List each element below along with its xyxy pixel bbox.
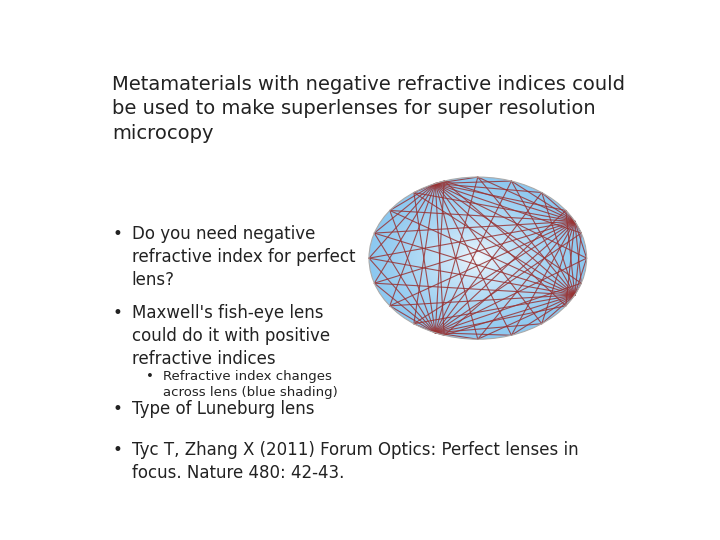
Text: Refractive index changes
across lens (blue shading): Refractive index changes across lens (bl… — [163, 370, 337, 400]
Circle shape — [431, 222, 526, 294]
Circle shape — [403, 202, 553, 314]
Circle shape — [407, 205, 549, 311]
Text: Type of Luneburg lens: Type of Luneburg lens — [132, 400, 315, 417]
Circle shape — [379, 184, 577, 332]
Circle shape — [431, 224, 524, 293]
Circle shape — [390, 192, 566, 324]
Circle shape — [451, 238, 505, 279]
Circle shape — [413, 210, 543, 307]
Circle shape — [434, 226, 521, 291]
Circle shape — [391, 193, 565, 323]
Circle shape — [444, 233, 512, 284]
Circle shape — [396, 197, 559, 319]
Circle shape — [460, 245, 495, 271]
Text: Tyc T, Zhang X (2011) Forum Optics: Perfect lenses in
focus. Nature 480: 42-43.: Tyc T, Zhang X (2011) Forum Optics: Perf… — [132, 441, 578, 482]
Text: •: • — [112, 304, 122, 322]
Circle shape — [384, 188, 572, 328]
Circle shape — [475, 256, 480, 260]
Text: •: • — [112, 441, 122, 459]
Circle shape — [385, 189, 570, 327]
Circle shape — [388, 191, 567, 325]
Circle shape — [423, 218, 532, 299]
Circle shape — [462, 246, 494, 271]
Text: •: • — [145, 370, 153, 383]
Circle shape — [464, 248, 492, 268]
Circle shape — [420, 215, 535, 301]
Circle shape — [456, 242, 500, 274]
Circle shape — [373, 180, 582, 336]
Circle shape — [392, 194, 564, 322]
Circle shape — [467, 250, 489, 266]
Circle shape — [428, 221, 528, 295]
Circle shape — [411, 208, 544, 308]
Circle shape — [463, 247, 492, 269]
Circle shape — [449, 237, 506, 279]
Circle shape — [410, 207, 546, 309]
Circle shape — [376, 182, 580, 334]
Circle shape — [419, 214, 536, 302]
Circle shape — [418, 213, 538, 303]
Circle shape — [448, 236, 508, 280]
Circle shape — [441, 231, 515, 286]
Circle shape — [382, 187, 573, 329]
Circle shape — [436, 227, 520, 289]
Circle shape — [443, 232, 513, 285]
Circle shape — [370, 178, 585, 338]
Circle shape — [415, 212, 541, 305]
Circle shape — [374, 181, 581, 335]
Circle shape — [445, 234, 510, 282]
Circle shape — [472, 254, 483, 262]
Text: •: • — [112, 400, 122, 417]
Circle shape — [474, 255, 482, 261]
Circle shape — [429, 221, 527, 295]
Circle shape — [438, 229, 517, 287]
Circle shape — [477, 257, 480, 259]
Circle shape — [452, 239, 504, 278]
Text: Maxwell's fish-eye lens
could do it with positive
refractive indices: Maxwell's fish-eye lens could do it with… — [132, 304, 330, 368]
Circle shape — [377, 183, 578, 333]
Circle shape — [395, 197, 561, 320]
Circle shape — [402, 201, 554, 315]
Circle shape — [408, 206, 547, 310]
Circle shape — [446, 235, 509, 281]
Circle shape — [380, 185, 576, 331]
Circle shape — [417, 213, 539, 304]
Circle shape — [369, 177, 587, 339]
Circle shape — [425, 219, 531, 298]
Circle shape — [387, 190, 569, 326]
Circle shape — [455, 241, 501, 275]
Circle shape — [457, 243, 498, 273]
Circle shape — [405, 204, 552, 313]
Circle shape — [471, 253, 485, 263]
Circle shape — [397, 198, 558, 318]
Circle shape — [426, 220, 529, 296]
Circle shape — [440, 230, 516, 287]
Circle shape — [394, 195, 562, 321]
Circle shape — [406, 205, 550, 312]
Circle shape — [422, 217, 534, 300]
Circle shape — [454, 240, 503, 276]
Circle shape — [372, 179, 584, 337]
Circle shape — [466, 249, 490, 267]
Circle shape — [437, 228, 518, 288]
Circle shape — [382, 186, 575, 330]
Circle shape — [400, 200, 555, 316]
Circle shape — [433, 225, 523, 292]
Circle shape — [469, 252, 486, 264]
Circle shape — [468, 251, 487, 265]
Text: Do you need negative
refractive index for perfect
lens?: Do you need negative refractive index fo… — [132, 225, 356, 289]
Circle shape — [399, 199, 557, 317]
Circle shape — [459, 244, 497, 272]
Text: Metamaterials with negative refractive indices could
be used to make superlenses: Metamaterials with negative refractive i… — [112, 75, 625, 143]
Circle shape — [414, 211, 541, 306]
Text: •: • — [112, 225, 122, 243]
